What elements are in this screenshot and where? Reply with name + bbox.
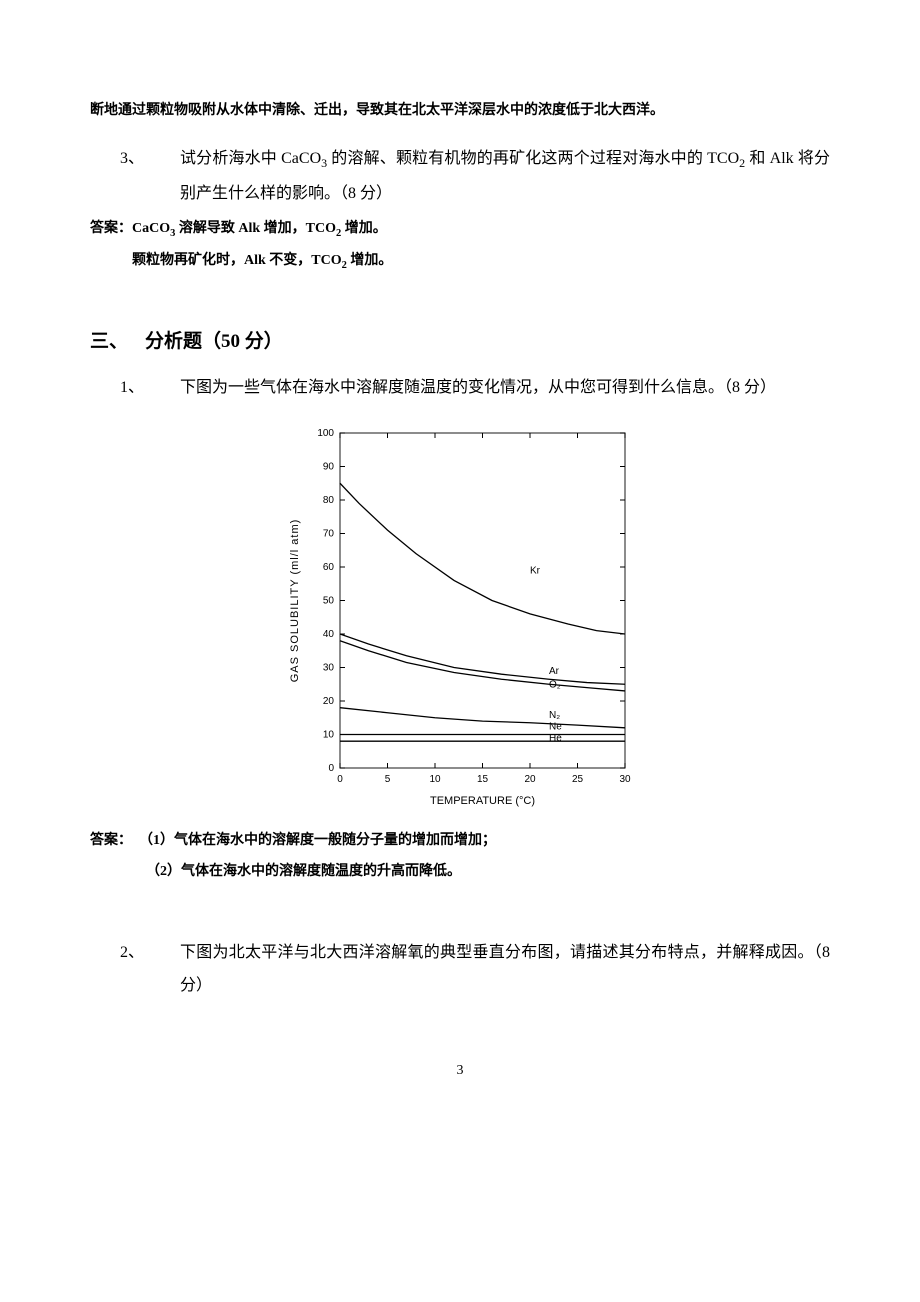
document-page: 断地通过颗粒物吸附从水体中清除、迁出，导致其在北太平洋深层水中的浓度低于北大西洋…	[0, 0, 920, 1139]
ans3-1a: CaCO	[132, 221, 170, 236]
question-1: 1、 下图为一些气体在海水中溶解度随温度的变化情况，从中您可得到什么信息。（8 …	[120, 371, 830, 405]
answer-3-line2: 颗粒物再矿化时，Alk 不变，TCO2 增加。	[132, 248, 830, 276]
solubility-chart-container: 0 10 20 30 40 50 60 70 80 90 100 0 5 10 15 20 25 30 TEMPER…	[90, 418, 830, 818]
q3-part-b: 的溶解、颗粒有机物的再矿化这两个过程对海水中的 TCO	[327, 150, 739, 167]
question-number: 2、	[120, 936, 160, 1003]
svg-text:25: 25	[572, 774, 584, 785]
svg-text:70: 70	[323, 529, 335, 540]
svg-text:30: 30	[619, 774, 631, 785]
section-number: 三、	[90, 326, 145, 353]
question-text: 试分析海水中 CaCO3 的溶解、颗粒有机物的再矿化这两个过程对海水中的 TCO…	[160, 142, 830, 210]
q3-part-a: 试分析海水中 CaCO	[180, 150, 321, 167]
svg-text:100: 100	[317, 428, 334, 439]
svg-text:15: 15	[477, 774, 489, 785]
question-3: 3、 试分析海水中 CaCO3 的溶解、颗粒有机物的再矿化这两个过程对海水中的 …	[120, 142, 830, 210]
ans3-2b: 增加。	[347, 253, 393, 268]
svg-text:60: 60	[323, 562, 335, 573]
gas-solubility-chart: 0 10 20 30 40 50 60 70 80 90 100 0 5 10 15 20 25 30 TEMPER…	[280, 418, 640, 818]
svg-text:Ar: Ar	[549, 667, 560, 678]
question-text: 下图为一些气体在海水中溶解度随温度的变化情况，从中您可得到什么信息。（8 分）	[160, 371, 830, 405]
svg-text:40: 40	[323, 629, 335, 640]
svg-text:Ne: Ne	[549, 722, 562, 733]
svg-text:N₂: N₂	[549, 710, 560, 721]
answer-label: 答案：	[90, 833, 132, 848]
answer-1-line1: 答案： （1）气体在海水中的溶解度一般随分子量的增加而增加；	[90, 828, 830, 855]
page-number: 3	[90, 1063, 830, 1079]
svg-text:5: 5	[385, 774, 391, 785]
svg-text:TEMPERATURE (°C): TEMPERATURE (°C)	[430, 795, 535, 807]
section-3-header: 三、分析题（50 分）	[90, 326, 830, 353]
ans3-1c: 增加。	[341, 221, 387, 236]
question-number: 1、	[120, 371, 160, 405]
svg-text:20: 20	[524, 774, 536, 785]
svg-text:50: 50	[323, 596, 335, 607]
answer-label: 答案：	[90, 221, 132, 236]
svg-text:30: 30	[323, 663, 335, 674]
svg-text:10: 10	[429, 774, 441, 785]
question-number: 3、	[120, 142, 160, 210]
svg-text:O₂: O₂	[549, 680, 561, 691]
continued-paragraph: 断地通过颗粒物吸附从水体中清除、迁出，导致其在北太平洋深层水中的浓度低于北大西洋…	[90, 100, 830, 122]
svg-text:Kr: Kr	[530, 566, 541, 577]
svg-text:90: 90	[323, 462, 335, 473]
svg-text:0: 0	[337, 774, 343, 785]
ans3-2a: 颗粒物再矿化时，Alk 不变，TCO	[132, 253, 342, 268]
svg-text:80: 80	[323, 495, 335, 506]
ans1-line1: （1）气体在海水中的溶解度一般随分子量的增加而增加；	[139, 833, 496, 848]
ans3-1b: 溶解导致 Alk 增加，TCO	[175, 221, 336, 236]
svg-text:He: He	[549, 734, 562, 745]
section-title: 分析题（50 分）	[145, 331, 283, 352]
answer-3-line1: 答案：CaCO3 溶解导致 Alk 增加，TCO2 增加。	[90, 216, 830, 244]
svg-text:20: 20	[323, 696, 335, 707]
answer-1-line2: （2）气体在海水中的溶解度随温度的升高而降低。	[146, 859, 830, 886]
question-text: 下图为北太平洋与北大西洋溶解氧的典型垂直分布图，请描述其分布特点，并解释成因。（…	[160, 936, 830, 1003]
svg-text:GAS SOLUBILITY (ml/l atm): GAS SOLUBILITY (ml/l atm)	[289, 519, 301, 683]
svg-text:0: 0	[328, 763, 334, 774]
svg-text:10: 10	[323, 730, 335, 741]
question-2: 2、 下图为北太平洋与北大西洋溶解氧的典型垂直分布图，请描述其分布特点，并解释成…	[120, 936, 830, 1003]
